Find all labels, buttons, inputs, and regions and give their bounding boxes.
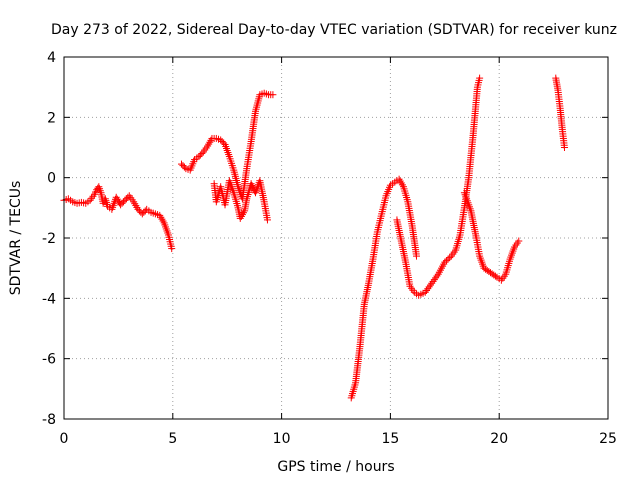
- data-point: [423, 286, 431, 294]
- data-point: [491, 272, 499, 280]
- data-point: [118, 199, 126, 207]
- data-point: [121, 196, 129, 204]
- data-point: [179, 162, 187, 170]
- data-point: [218, 137, 226, 145]
- data-point: [425, 283, 433, 291]
- data-point: [198, 150, 206, 158]
- data-point: [247, 180, 255, 188]
- x-tick-label: 15: [381, 431, 399, 447]
- y-tick-label: 0: [47, 171, 56, 187]
- axis-ticks: 0 5 10 15 20 25 -8 -6 -4 -2 0 2 4: [42, 50, 617, 447]
- x-tick-label: 5: [168, 431, 177, 447]
- data-point: [195, 153, 203, 161]
- grid-lines: [64, 57, 608, 419]
- data-point: [442, 257, 450, 265]
- data-point: [119, 198, 127, 206]
- data-point: [433, 272, 441, 280]
- data-point: [196, 151, 204, 159]
- x-tick-label: 20: [490, 431, 508, 447]
- data-point: [429, 277, 437, 285]
- data-point: [560, 144, 568, 151]
- data-point: [248, 182, 256, 190]
- data-points: [60, 74, 568, 402]
- data-point: [432, 274, 440, 282]
- y-tick-label: 2: [47, 110, 56, 126]
- y-tick-label: -8: [42, 412, 56, 428]
- data-point: [413, 252, 421, 260]
- data-point: [217, 136, 225, 144]
- x-tick-label: 0: [60, 431, 69, 447]
- data-point: [426, 281, 434, 289]
- chart-title: Day 273 of 2022, Sidereal Day-to-day VTE…: [51, 22, 617, 38]
- data-point: [138, 210, 146, 218]
- y-tick-label: -6: [42, 352, 56, 368]
- data-point: [476, 74, 484, 82]
- data-point: [124, 193, 132, 201]
- data-point: [421, 288, 429, 296]
- data-point: [430, 276, 438, 284]
- data-point: [446, 254, 454, 262]
- data-point: [122, 195, 130, 203]
- data-point: [424, 285, 432, 293]
- data-point: [444, 255, 452, 263]
- data-point: [140, 208, 148, 216]
- x-tick-label: 25: [599, 431, 617, 447]
- data-point: [178, 160, 186, 168]
- data-point: [134, 205, 142, 213]
- y-tick-label: -4: [42, 291, 56, 307]
- data-point: [249, 183, 257, 191]
- x-tick-label: 10: [273, 431, 291, 447]
- data-point: [269, 91, 277, 99]
- y-tick-label: -2: [42, 231, 56, 247]
- data-point: [117, 201, 125, 209]
- x-axis-label: GPS time / hours: [277, 459, 394, 475]
- data-point: [180, 163, 188, 171]
- y-axis-label: SDTVAR / TECUs: [8, 181, 24, 296]
- data-point: [428, 279, 436, 287]
- data-point: [263, 216, 271, 224]
- data-point: [515, 237, 523, 245]
- y-tick-label: 4: [47, 50, 56, 66]
- data-point: [168, 245, 176, 253]
- data-point: [441, 258, 449, 266]
- data-point: [220, 139, 228, 147]
